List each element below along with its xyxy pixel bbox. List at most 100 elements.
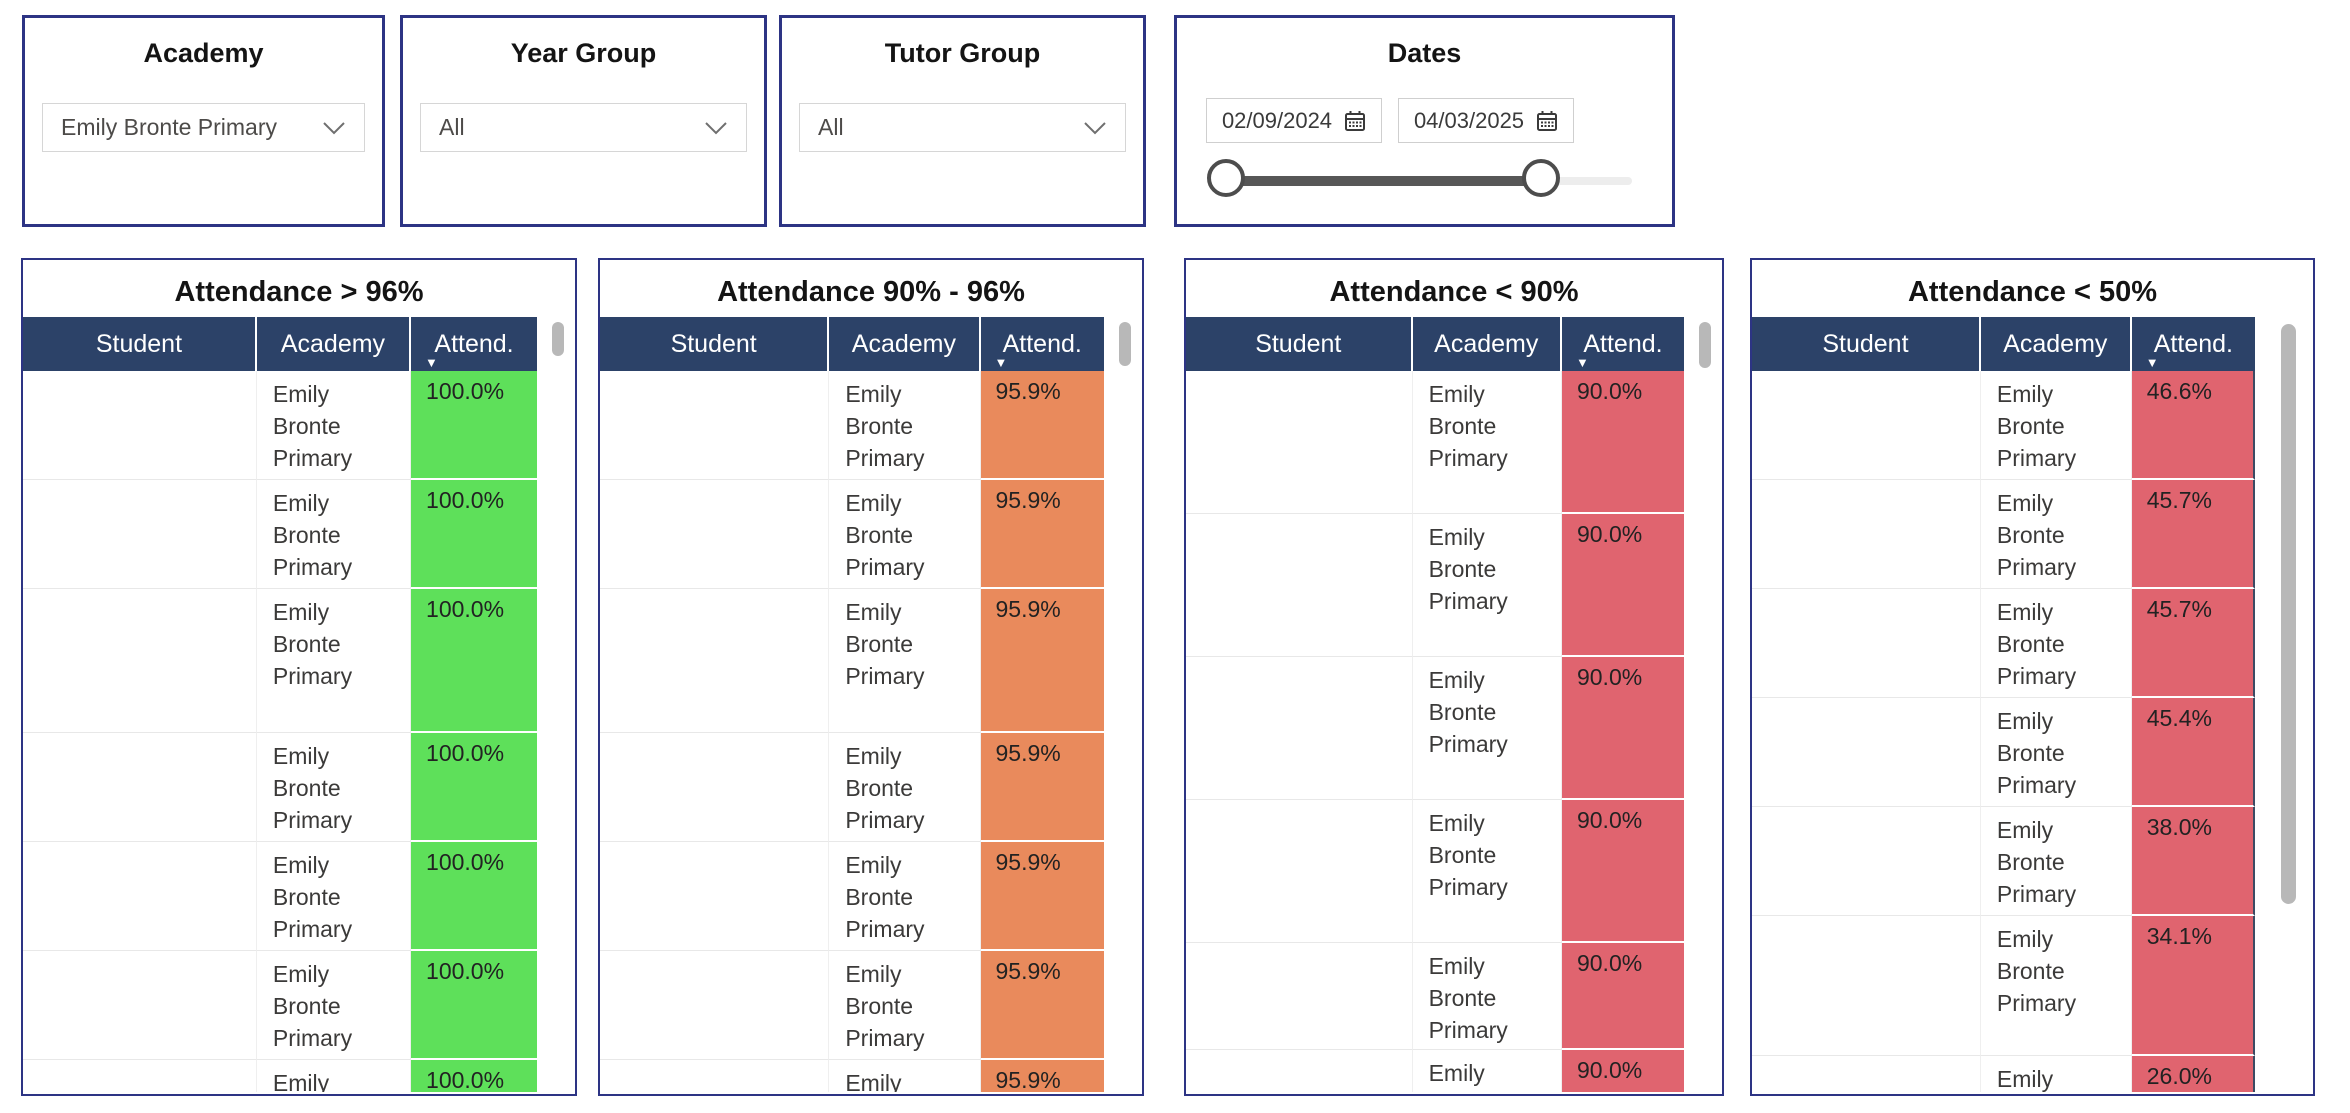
end-date-value: 04/03/2025 [1413, 107, 1525, 133]
attendance-column-header[interactable]: Attend. ▼ [2132, 317, 2255, 371]
student-cell [600, 371, 830, 480]
attendance-value-cell: 95.9% [980, 842, 1104, 951]
table-body: Emily Bronte Primary 100.0% Emily Bronte P… [23, 371, 537, 1092]
attendance-value-cell: 90.0% [1561, 514, 1684, 657]
table-title: Attendance < 90% [1329, 276, 1579, 308]
start-date-input[interactable]: 02/09/2024 [1206, 98, 1382, 143]
sort-descending-icon: ▼ [2145, 355, 2159, 370]
scrollbar-thumb[interactable] [2281, 324, 2296, 904]
student-cell [600, 951, 830, 1060]
year-group-dropdown[interactable]: All [420, 103, 747, 152]
academy-cell: Emily Bronte Primary [1412, 800, 1562, 943]
student-cell [600, 589, 830, 733]
year-group-dropdown-value: All [439, 114, 465, 140]
student-cell [1186, 943, 1413, 1050]
student-cell [600, 733, 830, 842]
slider-handle-start[interactable] [1207, 159, 1245, 197]
year-group-filter-title: Year Group [510, 38, 657, 68]
attendance-value-cell: 95.9% [980, 1060, 1104, 1092]
calendar-icon [1537, 110, 1558, 131]
tutor-group-dropdown-value: All [818, 114, 844, 140]
attendance-value-cell: 100.0% [411, 371, 537, 480]
slider-handle-end[interactable] [1522, 159, 1560, 197]
attendance-column-header[interactable]: Attend. ▼ [411, 317, 537, 371]
student-cell [1752, 916, 1981, 1056]
student-cell [23, 951, 257, 1060]
end-date-input[interactable]: 04/03/2025 [1398, 98, 1574, 143]
academy-cell: Emily Bronte Primary [1412, 371, 1562, 514]
tutor-group-filter-card: Tutor Group All [779, 15, 1146, 227]
attendance-column-header[interactable]: Attend. ▼ [981, 317, 1104, 371]
scrollbar-thumb[interactable] [1699, 322, 1711, 368]
academy-column-header[interactable]: Academy [829, 317, 981, 371]
attendance-value-cell: 95.9% [980, 371, 1104, 480]
table-header: Student Academy Attend. ▼ [23, 317, 537, 371]
academy-cell: Emily Bronte Primary [256, 589, 412, 733]
attendance-lt-50-table: Attendance < 50% Student Academy Attend.… [1750, 258, 2315, 1096]
attendance-column-label: Attend. [434, 329, 514, 358]
scrollbar-thumb[interactable] [552, 322, 564, 356]
attendance-column-label: Attend. [1583, 329, 1663, 358]
student-column-header[interactable]: Student [1186, 317, 1413, 371]
student-cell [1186, 657, 1413, 800]
attendance-value-cell: 95.9% [980, 480, 1104, 589]
academy-cell: Emily Bronte Primary [829, 371, 981, 480]
student-column-header[interactable]: Student [600, 317, 830, 371]
academy-cell: Emily Bronte Primary [1412, 657, 1562, 800]
student-cell [23, 589, 257, 733]
student-cell [1752, 371, 1981, 480]
attendance-value-cell: 100.0% [411, 480, 537, 589]
tutor-group-dropdown[interactable]: All [799, 103, 1126, 152]
academy-column-header[interactable]: Academy [1413, 317, 1562, 371]
attendance-value-cell: 100.0% [411, 733, 537, 842]
table-header: Student Academy Attend. ▼ [1752, 317, 2255, 371]
dates-filter-title: Dates [1387, 38, 1462, 68]
table-body: Emily Bronte Primary 46.6% Emily Bronte Pr… [1752, 371, 2255, 1092]
academy-dropdown[interactable]: Emily Bronte Primary [42, 103, 365, 152]
academy-cell: Emily Bronte Primary [257, 1060, 412, 1092]
attendance-value-cell: 34.1% [2131, 916, 2255, 1056]
table-title: Attendance > 96% [174, 276, 424, 308]
academy-column-header[interactable]: Academy [1981, 317, 2132, 371]
attendance-value-cell: 100.0% [411, 589, 537, 733]
sort-descending-icon: ▼ [425, 355, 438, 370]
attendance-gt-96-table: Attendance > 96% Student Academy Attend.… [21, 258, 577, 1096]
attendance-lt-90-table: Attendance < 90% Student Academy Attend.… [1184, 258, 1724, 1096]
student-cell [1752, 1056, 1981, 1092]
attendance-90-96-table: Attendance 90% - 96% Student Academy Att… [598, 258, 1144, 1096]
academy-column-header[interactable]: Academy [257, 317, 412, 371]
table-title: Attendance < 50% [1907, 276, 2157, 308]
table-header: Student Academy Attend. ▼ [600, 317, 1104, 371]
scrollbar-thumb[interactable] [1119, 322, 1131, 366]
table-row: Emily Bronte Primary 34.1% [1752, 916, 2255, 1056]
academy-cell: Emily Bronte Primary [1980, 480, 2132, 589]
student-cell [1752, 698, 1981, 807]
attendance-value-cell: 45.4% [2131, 698, 2255, 807]
student-cell [1752, 589, 1981, 698]
academy-cell: Emily Bronte Primary [1980, 916, 2132, 1056]
chevron-down-icon [1084, 121, 1106, 134]
date-range-slider [1207, 158, 1647, 204]
student-column-header[interactable]: Student [1752, 317, 1981, 371]
student-cell [23, 842, 257, 951]
attendance-value-cell: 45.7% [2131, 589, 2255, 698]
chevron-down-icon [323, 121, 345, 134]
academy-cell: Emily Bronte Primary [829, 589, 981, 733]
student-column-header[interactable]: Student [23, 317, 257, 371]
attendance-column-header[interactable]: Attend. ▼ [1562, 317, 1684, 371]
attendance-value-cell: 26.0% [2131, 1056, 2255, 1092]
table-body: Emily Bronte Primary 95.9% Emily Bronte Pr… [600, 371, 1104, 1092]
academy-cell: Emily Bronte Primary [1980, 371, 2132, 480]
sort-descending-icon: ▼ [994, 355, 1008, 370]
year-group-filter-card: Year Group All [400, 15, 767, 227]
